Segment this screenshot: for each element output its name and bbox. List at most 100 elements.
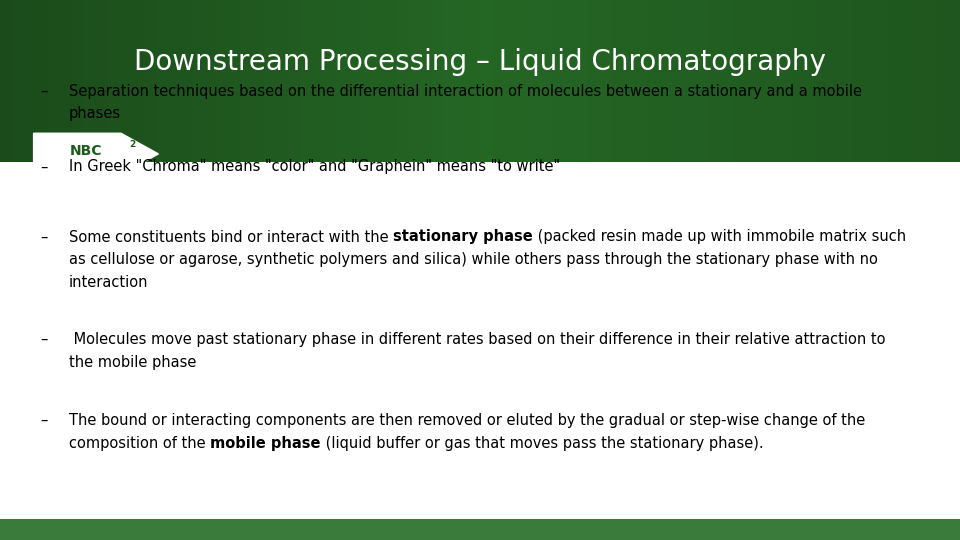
Bar xyxy=(432,0,444,162)
Text: The bound or interacting components are then removed or eluted by the gradual or: The bound or interacting components are … xyxy=(69,413,865,428)
Bar xyxy=(180,0,192,162)
Bar xyxy=(48,0,60,162)
Bar xyxy=(456,0,468,162)
Bar xyxy=(900,0,912,162)
Bar xyxy=(636,0,648,162)
Polygon shape xyxy=(0,324,960,540)
Bar xyxy=(732,0,744,162)
Text: (liquid buffer or gas that moves pass the stationary phase).: (liquid buffer or gas that moves pass th… xyxy=(321,436,763,451)
Bar xyxy=(504,0,516,162)
Bar xyxy=(216,0,228,162)
Bar xyxy=(480,0,492,162)
Bar xyxy=(300,0,312,162)
Bar xyxy=(228,0,240,162)
Bar xyxy=(648,0,660,162)
Bar xyxy=(168,0,180,162)
Bar xyxy=(276,0,288,162)
Text: as cellulose or agarose, synthetic polymers and silica) while others pass throug: as cellulose or agarose, synthetic polym… xyxy=(69,252,878,267)
Bar xyxy=(240,0,252,162)
Bar xyxy=(408,0,420,162)
Text: –: – xyxy=(40,230,48,245)
Bar xyxy=(372,0,384,162)
Bar xyxy=(660,0,672,162)
Bar xyxy=(156,0,168,162)
Bar xyxy=(612,0,624,162)
Bar xyxy=(0,0,960,162)
Bar xyxy=(132,0,144,162)
Text: –: – xyxy=(40,84,48,99)
Bar xyxy=(264,0,276,162)
Bar xyxy=(924,0,936,162)
Bar xyxy=(948,0,960,162)
Bar xyxy=(864,0,876,162)
Bar xyxy=(816,0,828,162)
Text: 2: 2 xyxy=(130,140,135,149)
Text: In Greek "Chroma" means "color" and "Graphein" means "to write": In Greek "Chroma" means "color" and "Gra… xyxy=(69,159,561,174)
Bar xyxy=(144,0,156,162)
Text: (packed resin made up with immobile matrix such: (packed resin made up with immobile matr… xyxy=(533,230,906,245)
Bar xyxy=(564,0,576,162)
Bar xyxy=(540,0,552,162)
Bar xyxy=(192,0,204,162)
Bar xyxy=(528,0,540,162)
Bar xyxy=(792,0,804,162)
Bar xyxy=(108,0,120,162)
Bar xyxy=(468,0,480,162)
Text: stationary phase: stationary phase xyxy=(394,230,533,245)
Bar xyxy=(780,0,792,162)
Text: Downstream Processing – Liquid Chromatography: Downstream Processing – Liquid Chromatog… xyxy=(134,48,826,76)
Bar xyxy=(420,0,432,162)
Bar xyxy=(348,0,360,162)
Bar xyxy=(444,0,456,162)
Bar xyxy=(744,0,756,162)
Bar xyxy=(324,0,336,162)
Bar xyxy=(624,0,636,162)
Bar xyxy=(516,0,528,162)
Bar xyxy=(204,0,216,162)
Bar xyxy=(252,0,264,162)
Bar xyxy=(72,0,84,162)
Text: composition of the: composition of the xyxy=(69,436,210,451)
Bar xyxy=(828,0,840,162)
Bar xyxy=(756,0,768,162)
Bar xyxy=(888,0,900,162)
Text: the mobile phase: the mobile phase xyxy=(69,355,197,370)
Text: Some constituents bind or interact with the: Some constituents bind or interact with … xyxy=(69,230,394,245)
Bar xyxy=(672,0,684,162)
Bar xyxy=(336,0,348,162)
Text: mobile phase: mobile phase xyxy=(210,436,321,451)
Polygon shape xyxy=(34,133,158,174)
Bar xyxy=(84,0,96,162)
Bar xyxy=(552,0,564,162)
Bar xyxy=(876,0,888,162)
Text: –: – xyxy=(40,413,48,428)
Bar xyxy=(360,0,372,162)
Bar xyxy=(720,0,732,162)
Bar xyxy=(936,0,948,162)
Bar xyxy=(96,0,108,162)
Bar xyxy=(840,0,852,162)
Bar xyxy=(804,0,816,162)
Bar xyxy=(312,0,324,162)
Bar xyxy=(492,0,504,162)
Text: interaction: interaction xyxy=(69,275,149,290)
Bar xyxy=(696,0,708,162)
Bar xyxy=(852,0,864,162)
Bar xyxy=(588,0,600,162)
Bar xyxy=(768,0,780,162)
Bar xyxy=(708,0,720,162)
Text: Molecules move past stationary phase in different rates based on their differenc: Molecules move past stationary phase in … xyxy=(69,332,886,347)
Bar xyxy=(0,0,12,162)
Text: Separation techniques based on the differential interaction of molecules between: Separation techniques based on the diffe… xyxy=(69,84,862,99)
Bar xyxy=(24,0,36,162)
Bar xyxy=(912,0,924,162)
Text: phases: phases xyxy=(69,106,121,122)
Text: –: – xyxy=(40,159,48,174)
Bar xyxy=(684,0,696,162)
Bar xyxy=(0,519,960,540)
Bar xyxy=(384,0,396,162)
Text: NBC: NBC xyxy=(70,144,103,158)
Bar xyxy=(600,0,612,162)
Bar xyxy=(288,0,300,162)
Text: –: – xyxy=(40,332,48,347)
